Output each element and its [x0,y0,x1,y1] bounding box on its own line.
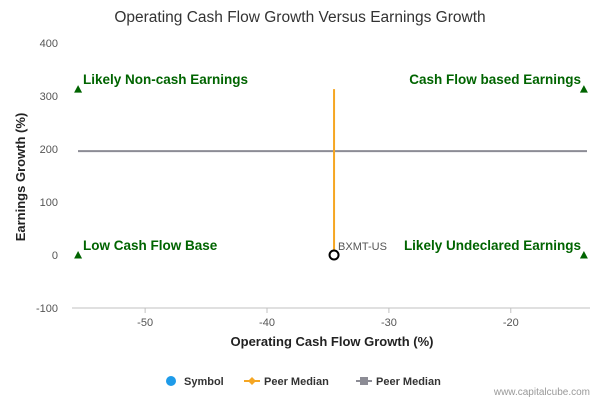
y-tick-label: 400 [40,38,58,50]
quadrant-marker [579,251,588,259]
data-point-label: BXMT-US [338,241,387,253]
legend-label: Peer Median [376,376,441,388]
x-axis-title: Operating Cash Flow Growth (%) [231,334,434,349]
y-tick-label: 100 [40,197,58,209]
data-point [328,249,340,261]
x-tick-label: -20 [503,317,519,329]
quadrant-label-top-left: Likely Non-cash Earnings [83,72,248,87]
plot-area: -100 0 100 200 300 400 -50 -40 -30 -20 Likely Non-… [36,38,590,329]
legend-label: Symbol [184,376,224,388]
y-axis-title: Earnings Growth (%) [13,113,28,242]
legend-diamond-marker [248,377,256,385]
legend: Symbol Peer Median Peer Median [166,376,441,388]
x-tick-label: -50 [137,317,153,329]
y-tick-label: 200 [40,144,58,156]
watermark: www.capitalcube.com [493,387,590,398]
quadrant-label-top-right: Cash Flow based Earnings [409,72,581,87]
legend-square-marker [360,377,368,385]
quadrant-marker [74,85,83,93]
x-tick-label: -40 [259,317,275,329]
quadrant-marker [579,85,588,93]
y-tick-label: -100 [36,303,58,315]
y-tick-label: 0 [52,250,58,262]
quadrant-label-bottom-right: Likely Undeclared Earnings [404,238,581,253]
quadrant-marker [74,251,83,259]
legend-label: Peer Median [264,376,329,388]
quadrant-label-bottom-left: Low Cash Flow Base [83,238,218,253]
chart-title: Operating Cash Flow Growth Versus Earnin… [114,9,485,26]
legend-symbol-marker [166,376,176,386]
x-tick-label: -30 [381,317,397,329]
y-tick-label: 300 [40,91,58,103]
